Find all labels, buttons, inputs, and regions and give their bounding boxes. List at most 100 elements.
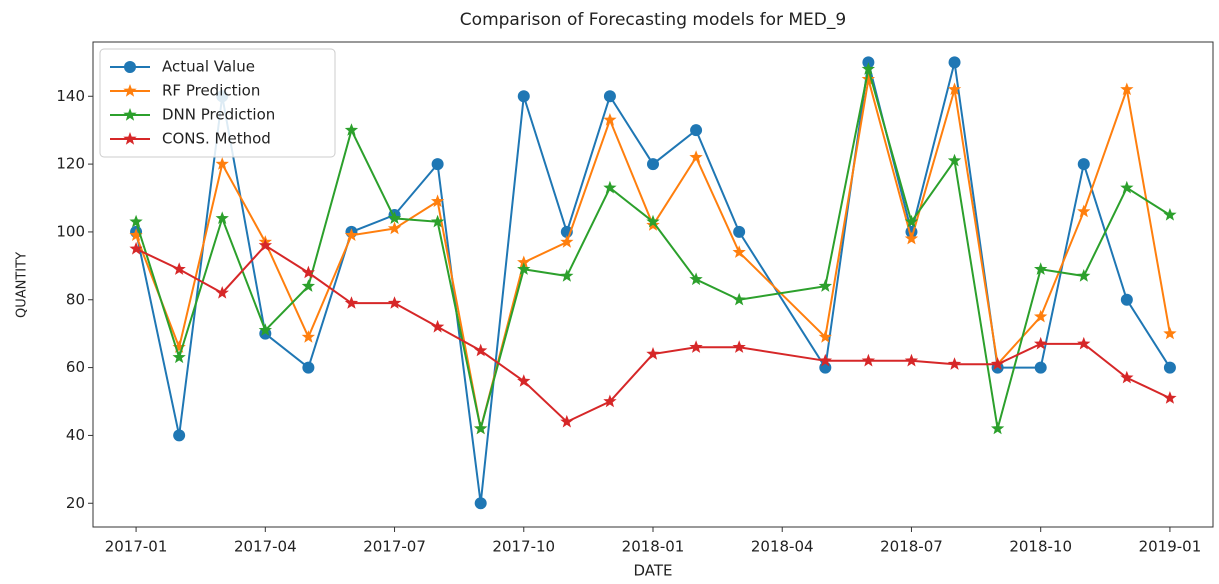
data-point	[1034, 336, 1048, 350]
data-point	[646, 214, 660, 228]
x-tick-label: 2017-10	[492, 538, 555, 556]
data-point	[172, 340, 186, 353]
data-point	[431, 158, 444, 171]
data-point	[603, 180, 617, 194]
data-point	[129, 214, 143, 228]
legend-label: DNN Prediction	[162, 106, 275, 124]
data-point	[517, 90, 530, 103]
data-point	[904, 231, 919, 245]
data-point	[861, 72, 875, 85]
data-point	[647, 158, 659, 171]
data-point	[732, 245, 746, 258]
data-point	[129, 228, 143, 241]
series-line	[135, 68, 1171, 429]
x-tick-label: 2019-01	[1139, 538, 1202, 556]
x-tick-label: 2018-10	[1009, 538, 1072, 556]
data-point	[215, 157, 229, 170]
legend-marker	[123, 132, 137, 145]
data-point	[689, 150, 703, 163]
data-point	[301, 265, 315, 279]
data-point	[947, 357, 962, 370]
x-tick-label: 2018-01	[622, 538, 685, 556]
data-point	[1077, 204, 1091, 218]
data-point	[474, 343, 488, 357]
y-tick-label: 60	[66, 358, 85, 376]
x-tick-label: 2017-07	[363, 538, 426, 556]
data-point	[1163, 391, 1177, 404]
data-point	[344, 123, 359, 136]
data-point	[904, 353, 919, 367]
data-point	[560, 269, 574, 282]
legend-box	[99, 48, 336, 158]
series-line	[135, 62, 1171, 504]
x-tick-label: 2017-04	[234, 538, 297, 556]
data-point	[431, 319, 445, 333]
data-point	[344, 228, 359, 241]
data-point	[818, 353, 832, 367]
data-point	[258, 323, 272, 336]
data-point	[1120, 370, 1134, 384]
data-point	[302, 361, 315, 374]
data-point	[129, 241, 143, 255]
data-point	[861, 62, 875, 75]
series-line	[135, 244, 1171, 424]
data-point	[646, 347, 660, 360]
data-point	[948, 56, 961, 69]
data-point	[689, 272, 703, 286]
data-point	[474, 421, 488, 435]
data-point	[732, 340, 746, 353]
data-point	[387, 296, 402, 309]
y-tick-label: 140	[56, 87, 85, 105]
data-point	[818, 279, 832, 292]
data-point	[861, 353, 875, 367]
data-point	[301, 279, 315, 292]
data-point	[1034, 262, 1048, 275]
data-point	[387, 211, 402, 224]
data-point	[904, 214, 919, 228]
data-point	[1120, 293, 1133, 306]
y-tick-label: 20	[66, 494, 85, 512]
data-point	[1077, 269, 1091, 282]
data-point	[947, 153, 962, 167]
data-point	[733, 225, 746, 238]
y-tick-label: 120	[56, 155, 85, 173]
x-tick-label: 2017-01	[105, 538, 168, 556]
data-point	[818, 330, 832, 343]
legend-label: Actual Value	[162, 58, 255, 76]
data-point	[560, 235, 574, 248]
data-point	[474, 497, 487, 510]
data-point	[173, 429, 186, 442]
series-line	[135, 79, 1171, 429]
data-point	[1034, 309, 1048, 323]
data-point	[431, 214, 445, 228]
data-point	[1077, 336, 1091, 350]
data-point	[690, 124, 703, 137]
data-point	[1120, 180, 1134, 194]
data-point	[301, 330, 315, 343]
data-point	[1163, 326, 1177, 340]
x-axis-label: DATE	[633, 562, 672, 580]
data-point	[215, 286, 229, 299]
data-point	[517, 374, 531, 387]
x-tick-label: 2018-04	[751, 538, 814, 556]
data-point	[172, 262, 186, 275]
data-point	[1163, 361, 1176, 374]
legend-marker	[124, 61, 136, 73]
data-point	[431, 194, 445, 208]
x-tick-label: 2018-07	[880, 538, 943, 556]
data-point	[517, 255, 531, 269]
data-point	[258, 238, 272, 252]
legend-label: CONS. Method	[162, 130, 271, 148]
data-point	[1077, 158, 1090, 171]
data-point	[689, 340, 703, 353]
legend-label: RF Prediction	[162, 82, 260, 100]
data-point	[215, 211, 229, 224]
data-point	[1163, 208, 1177, 221]
data-point	[560, 414, 574, 428]
chart-title: Comparison of Forecasting models for MED…	[460, 10, 846, 30]
data-point	[732, 292, 746, 306]
y-tick-label: 80	[66, 290, 85, 308]
data-point	[344, 296, 359, 309]
data-point	[991, 357, 1005, 370]
